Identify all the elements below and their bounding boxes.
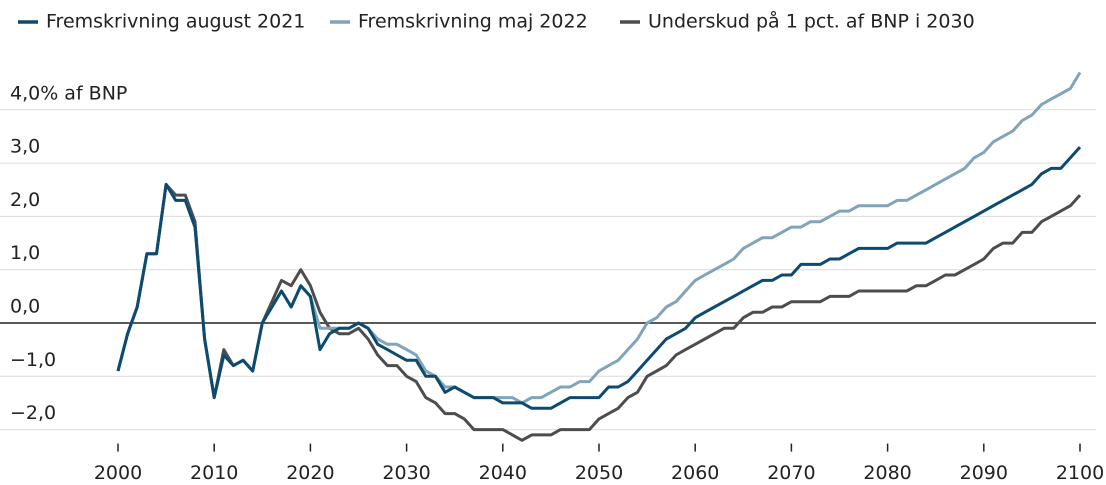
- y-tick-label: 2,0: [10, 189, 40, 211]
- x-tick-label: 2090: [960, 462, 1008, 484]
- x-tick-label: 2010: [190, 462, 238, 484]
- x-tick-label: 2050: [575, 462, 623, 484]
- y-tick-label: 4,0% af BNP: [10, 82, 127, 104]
- x-tick-label: 2060: [671, 462, 719, 484]
- series-line: [116, 182, 1082, 442]
- y-tick-label: 3,0: [10, 136, 40, 158]
- x-tick-label: 2080: [863, 462, 911, 484]
- legend-label: Fremskrivning august 2021: [46, 11, 305, 33]
- x-tick-label: 2100: [1056, 462, 1104, 484]
- legend-label: Underskud på 1 pct. af BNP i 2030: [648, 10, 975, 33]
- x-tick-label: 2070: [767, 462, 815, 484]
- series-line: [116, 146, 1082, 410]
- x-tick-label: 2030: [382, 462, 430, 484]
- x-tick-label: 2020: [286, 462, 334, 484]
- y-tick-label: −2,0: [10, 402, 56, 424]
- x-tick-label: 2000: [94, 462, 142, 484]
- y-tick-label: 0,0: [10, 296, 40, 318]
- legend-label: Fremskrivning maj 2022: [358, 11, 588, 33]
- x-tick-label: 2040: [479, 462, 527, 484]
- y-tick-label: 1,0: [10, 242, 40, 264]
- y-tick-label: −1,0: [10, 349, 56, 371]
